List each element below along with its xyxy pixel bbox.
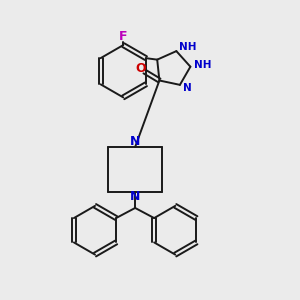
Text: O: O xyxy=(135,62,146,75)
Text: N: N xyxy=(183,83,192,93)
Text: F: F xyxy=(119,30,128,43)
Text: N: N xyxy=(130,190,140,203)
Text: NH: NH xyxy=(194,60,211,70)
Text: NH: NH xyxy=(179,42,196,52)
Text: N: N xyxy=(130,136,140,148)
